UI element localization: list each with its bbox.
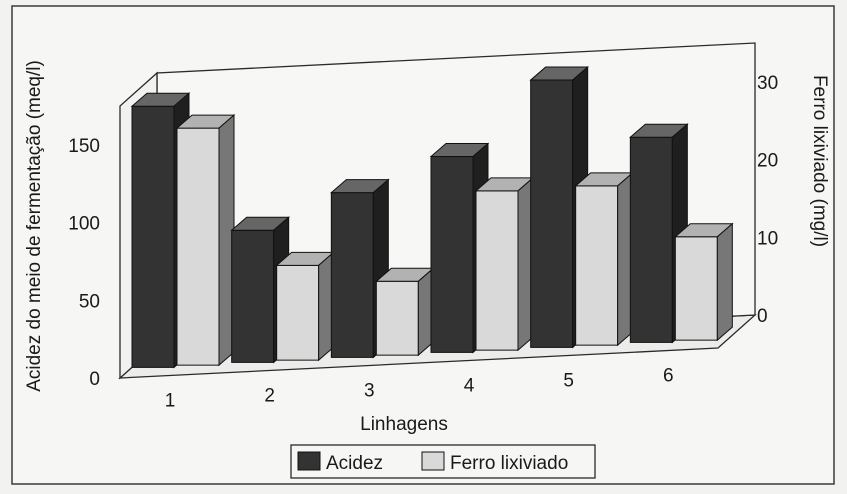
axis-ticks: 0 50 100 150 0 10 20 30 1 2 3 4 5 6 [68, 73, 778, 412]
x-axis-title: Linhagens [360, 414, 448, 435]
bar-front [276, 264, 320, 361]
y2-tick-label: 30 [757, 73, 778, 94]
bar-front [629, 136, 673, 343]
bar-ferro-3 [374, 267, 435, 357]
bar-side [218, 114, 235, 367]
y-axis-title: Acidez do meio de fermentação (meq/l) [24, 60, 45, 392]
y2-tick-label: 0 [757, 306, 768, 327]
x-tick-label: 4 [464, 375, 475, 396]
legend-label: Acidez [326, 453, 383, 474]
bar-ferro-4 [474, 176, 535, 352]
bar-ferro-5 [574, 171, 635, 347]
bar-front [674, 236, 718, 341]
y2-axis-title: Ferro lixiviado (mg/l) [809, 75, 830, 247]
legend: Acidez Ferro lixiviado [290, 444, 596, 479]
x-tick-label: 5 [563, 370, 574, 391]
y-tick-label: 0 [89, 369, 100, 390]
bar-front [375, 280, 419, 356]
bar-front [475, 190, 519, 351]
bar-ferro-1 [175, 114, 236, 367]
y-tick-label: 150 [68, 136, 100, 157]
x-tick-label: 6 [663, 365, 674, 386]
legend-swatch [421, 451, 445, 471]
bar-front [575, 185, 619, 346]
bar-front [176, 127, 220, 366]
x-tick-label: 1 [165, 390, 176, 411]
bar-front [530, 79, 574, 348]
legend-swatch [297, 451, 321, 471]
bar-front [430, 156, 474, 353]
bar-side [716, 222, 733, 342]
bar-front [131, 105, 175, 368]
x-tick-label: 3 [364, 380, 375, 401]
bar-front [231, 229, 275, 363]
legend-label: Ferro lixiviado [450, 453, 568, 474]
bar-front [330, 192, 374, 358]
bar-ferro-6 [673, 222, 734, 342]
y2-tick-label: 20 [757, 151, 778, 172]
x-tick-label: 2 [264, 385, 275, 406]
bars [130, 65, 734, 369]
y-tick-label: 50 [79, 291, 100, 312]
y2-tick-label: 10 [757, 228, 778, 249]
bar-ferro-2 [275, 251, 336, 362]
y-tick-label: 100 [68, 214, 100, 235]
